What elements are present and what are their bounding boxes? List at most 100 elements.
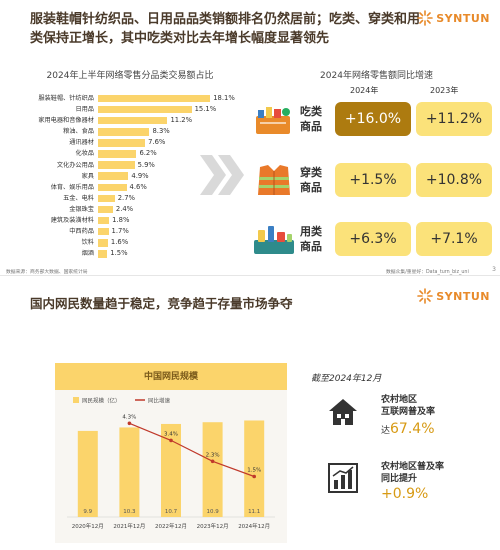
growth-point [169,438,173,443]
netizen-bar-value-label: 10.9 [206,509,219,515]
stat1-label-line1: 农村地区 [381,395,418,405]
legend-label-bars: 网民规模（亿） [82,397,121,405]
share-bar-category-label: 金银珠宝 [69,205,94,213]
stat2-label-line1: 农村地区普及率 [381,462,445,472]
share-bar [98,194,115,203]
share-bar-category-label: 建筑及装潢材料 [50,217,94,225]
food-basket-icon [256,107,290,134]
bar-growth-icon [328,463,358,493]
source-note-right: 数据众集/重星好：Data_turn_biz_uni [386,270,469,275]
logo-text: SYNTUN [436,11,490,25]
share-bar-value-label: 1.8% [112,216,130,225]
yoy-row-food: 吃类商品 +16.0% +11.2% [250,102,495,136]
vest-icon [258,165,290,195]
share-bar [98,128,150,136]
share-bar-row: 体育、娱乐用品 4.6% [12,182,237,193]
share-bar-row: 家具 4.9% [12,171,237,182]
stat1-prefix: 达 [381,426,391,436]
growth-value-label: 3.4% [164,431,178,437]
yoy-household-2023: +7.1% [416,222,492,256]
netizen-chart-panel: 中国网民规模 网民规模（亿） 同比增速 9.9 2020年12月 10.3 2021年12… [55,363,287,543]
share-chart-title: 2024年上半年网络零售分品类交易额占比 [46,71,214,81]
netizen-bar-value-label: 9.9 [83,509,92,515]
share-bar-row: 建筑及装潢材料 1.8% [12,215,237,226]
slide-netizens: 国内网民数量趋于稳定，竞争趋于存量市场争夺 SYNTUN 中国网民规模 网民规模… [0,275,500,550]
yoy-category-food: 吃类商品 [300,105,322,133]
netizen-bar [161,423,181,517]
source-note: 数据来源：商务部大数据、国家统计局 [6,270,88,275]
yoy-table-title: 2024年网络零售额同比增速 [320,71,433,81]
share-bar-row: 饮料 1.6% [12,237,237,248]
share-bar-category-label: 通讯器材 [69,139,94,147]
share-bar [98,205,113,214]
share-bar [98,239,108,247]
share-bar-value-label: 7.6% [148,138,166,147]
netizen-bar-value-label: 10.3 [123,509,136,515]
share-bar-category-label: 文化办公用品 [56,161,94,169]
share-bar [98,250,108,258]
netizen-x-tick-label: 2024年12月 [238,522,270,530]
share-bar [98,216,110,225]
stat2-value: +0.9% [381,486,429,502]
legend-label-line: 同比增速 [148,397,171,405]
netizen-x-tick-label: 2022年12月 [155,522,187,530]
page-number: 3 [492,266,496,273]
share-bar [98,183,127,192]
yoy-col-2024: 2024年 [350,86,379,95]
share-bar-category-label: 家具 [81,172,94,180]
slide-headline: 服装鞋帽针纺织品、日用品品类销额排名仍然居前；吃类、穿类和用类保持正增长，其中吃… [30,12,421,46]
yoy-category-clothing: 穿类商品 [300,166,322,194]
share-bar-value-label: 2.4% [115,204,134,213]
share-bar-row: 化妆品 6.2% [12,148,237,159]
share-bar-category-label: 化妆品 [75,150,94,158]
yoy-household-2024: +6.3% [335,222,411,256]
yoy-table: 2024年 2023年 吃类商品 +16.0% +11.2% 穿类商品 [250,75,495,265]
share-bar-category-label: 中西药品 [69,228,94,236]
logo-burst-icon [417,288,434,304]
growth-point [127,421,132,426]
netizen-x-tick-label: 2023年12月 [197,522,229,530]
share-bar-row: 文化办公用品 5.9% [12,160,237,171]
netizen-bar-value-label: 11.1 [248,509,260,515]
share-bar-row: 通讯器材 7.6% [12,137,237,148]
stat2-label: 农村地区普及率 同比提升 [381,461,444,485]
share-bar-row: 粮油、食品 8.3% [12,126,237,137]
as-of-date: 截至2024年12月 [311,374,382,384]
share-bar-category-label: 饮料 [81,239,94,247]
share-bar-category-label: 粮油、食品 [63,128,94,136]
netizen-bar [244,420,265,517]
share-bar-value-label: 11.2% [170,116,193,125]
growth-point [210,459,215,464]
share-bar-row: 服装鞋帽、针纺织品 18.1% [12,93,237,104]
share-bar-value-label: 15.1% [194,105,217,114]
chevron-arrows-icon [200,155,244,195]
house-icon [329,399,357,425]
share-bar-category-label: 服装鞋帽、针纺织品 [38,95,94,102]
share-bar-category-label: 烟酒 [81,250,94,258]
share-bar-category-label: 家用电器和音像器材 [38,117,94,125]
share-bar [98,139,146,147]
share-bar-category-label: 五金、电料 [63,194,94,202]
netizen-bar [119,427,140,517]
syntun-logo: SYNTUN [417,10,490,26]
share-bar-value-label: 18.1% [213,94,235,102]
share-bar-row: 日用品 15.1% [12,104,237,115]
yoy-clothing-2023: +10.8% [416,163,492,197]
syntun-logo-2: SYNTUN [417,288,490,304]
netizen-bar [77,430,98,517]
stat1-label: 农村地区 互联网普及率 [381,394,435,418]
share-bar-row: 中西药品 1.7% [12,226,237,237]
logo-text: SYNTUN [436,289,490,303]
netizen-chart: 网民规模（亿） 同比增速 9.9 2020年12月 10.3 2021年12月 10.7 20… [67,397,275,530]
share-bar-category-label: 日用品 [75,106,94,114]
slide2-headline: 国内网民数量趋于稳定，竞争趋于存量市场争夺 [30,296,293,311]
share-bar-row: 金银珠宝 2.4% [12,204,237,215]
netizen-x-tick-label: 2020年12月 [72,522,104,530]
share-bar-row: 烟酒 1.5% [12,248,237,259]
share-bar [98,172,129,180]
growth-value-label: 1.5% [247,468,261,474]
growth-value-label: 2.3% [206,452,220,458]
netizen-bar-value-label: 10.7 [165,509,178,515]
yoy-clothing-2024: +1.5% [335,163,411,197]
stat1-label-line2: 互联网普及率 [381,407,436,417]
